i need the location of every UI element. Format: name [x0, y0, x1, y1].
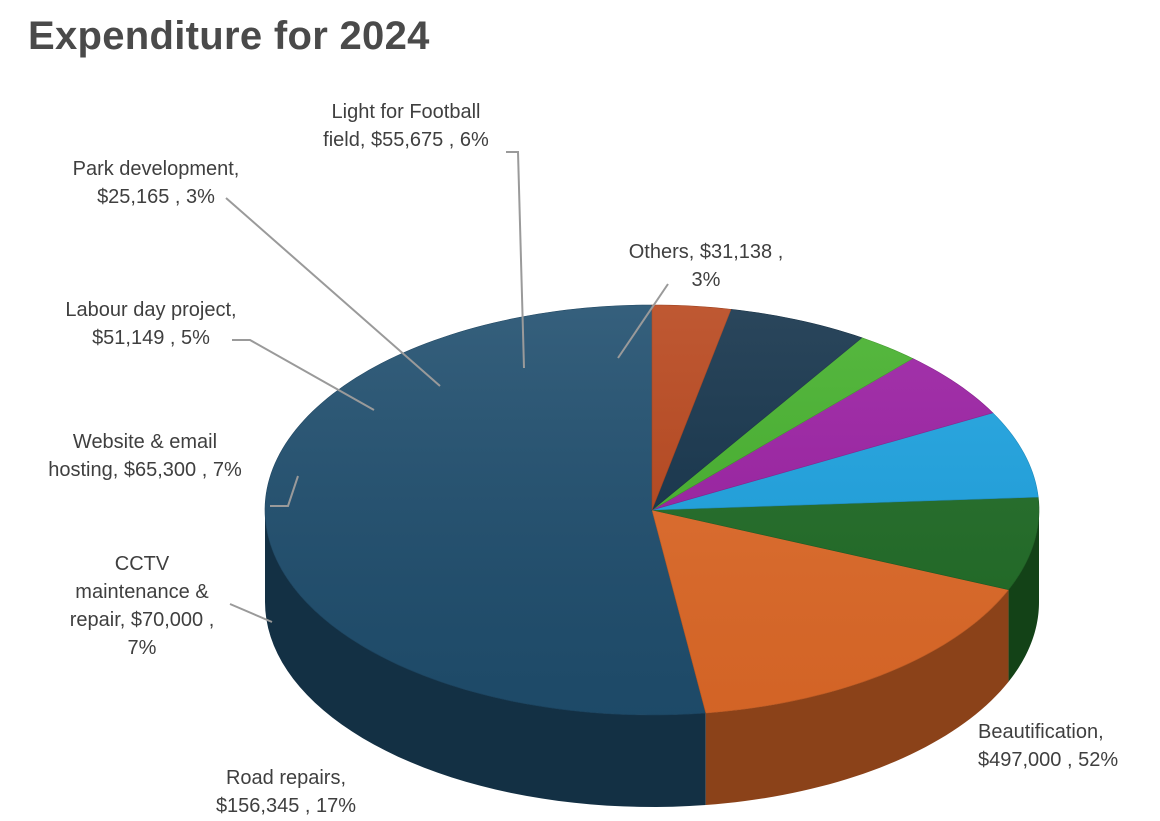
chart-title: Expenditure for 2024 — [28, 14, 430, 58]
leader-line-website — [270, 475, 299, 507]
leader-line-park-development — [225, 197, 441, 387]
label-park-development: Park development, $25,165 , 3% — [46, 155, 266, 211]
leader-line-light-football — [506, 151, 525, 369]
label-line: $51,149 , 5% — [92, 327, 210, 349]
label-line: repair, $70,000 , — [69, 609, 215, 631]
label-line: hosting, $65,300 , 7% — [48, 459, 242, 481]
label-line: Park development, — [72, 158, 240, 180]
label-line: $156,345 , 17% — [215, 795, 357, 817]
pie-tops — [264, 304, 1040, 716]
label-labour-day: Labour day project, $51,149 , 5% — [36, 296, 266, 352]
label-line: $25,165 , 3% — [97, 186, 215, 208]
label-line: Labour day project, — [65, 299, 237, 321]
label-others: Others, $31,138 , 3% — [596, 238, 816, 294]
pie-side-cctv-maintenance-repair — [1008, 510, 1039, 682]
leader-line-labour-day — [232, 339, 375, 411]
label-beautification: Beautification, $497,000 , 52% — [978, 718, 1118, 774]
leader-line-others — [617, 283, 669, 359]
pie-side-beautification — [265, 510, 706, 807]
label-line: CCTV — [114, 553, 170, 575]
label-light-football: Light for Football field, $55,675 , 6% — [296, 98, 516, 154]
leader-lines — [225, 151, 669, 623]
pie-sides — [265, 510, 1039, 807]
label-line: Road repairs, — [225, 767, 347, 789]
pie-top-gloss — [265, 305, 1039, 715]
label-line: maintenance & — [75, 581, 209, 603]
label-line: 3% — [691, 269, 721, 291]
pie-side-road-repairs — [705, 589, 1009, 806]
label-line: Website & email — [72, 431, 218, 453]
label-line: Beautification, — [978, 721, 1104, 743]
label-cctv: CCTV maintenance & repair, $70,000 , 7% — [32, 550, 252, 662]
label-line: 7% — [127, 637, 157, 659]
label-line: $497,000 , 52% — [978, 749, 1119, 771]
label-line: Light for Football — [331, 101, 481, 123]
label-road-repairs: Road repairs, $156,345 , 17% — [186, 764, 386, 820]
label-website: Website & email hosting, $65,300 , 7% — [10, 428, 280, 484]
leader-line-cctv — [229, 603, 273, 623]
label-line: Others, $31,138 , — [628, 241, 784, 263]
label-line: field, $55,675 , 6% — [323, 129, 489, 151]
